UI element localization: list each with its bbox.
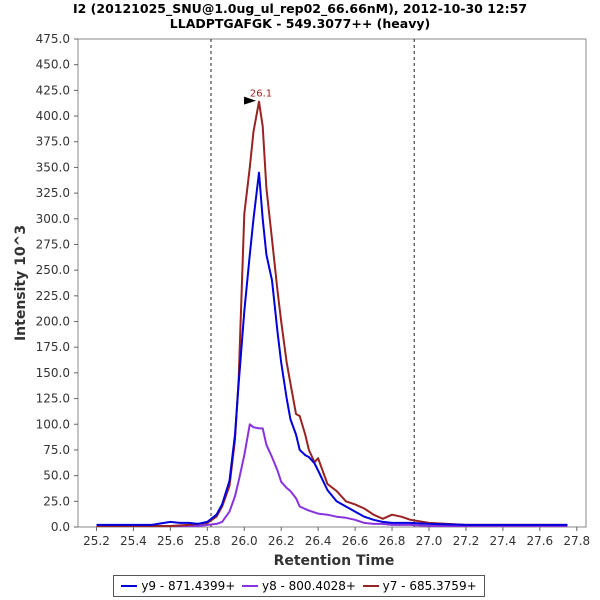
y-tick-label: 250.0 — [36, 263, 70, 277]
x-tick-label: 25.2 — [83, 534, 110, 548]
plot-area: 0.0 25.0 50.0 75.0 100.0 125.0 150.0 175.0 200.0… — [36, 32, 590, 548]
y-tick-label: 325.0 — [36, 186, 70, 200]
legend-item-0[interactable]: y9 - 871.4399+ — [121, 579, 235, 593]
series-line-y7 — [96, 100, 568, 527]
y-tick-label: 425.0 — [36, 83, 70, 97]
x-tick-label: 27.2 — [453, 534, 480, 548]
y-tick-label: 400.0 — [36, 109, 70, 123]
y-tick-label: 125.0 — [36, 392, 70, 406]
legend-label-2: y7 - 685.3759+ — [382, 579, 477, 593]
chart-subtitle: LLADPTGAFGK - 549.3077++ (heavy) — [169, 16, 431, 31]
x-tick-label: 26.0 — [231, 534, 258, 548]
y-tick-label: 475.0 — [36, 32, 70, 46]
y-tick-label: 50.0 — [43, 469, 70, 483]
x-tick-label: 27.8 — [563, 534, 590, 548]
y-tick-label: 25.0 — [43, 494, 70, 508]
y-tick-label: 200.0 — [36, 315, 70, 329]
legend-swatch-0 — [121, 585, 138, 587]
chart-title-block: I2 (20121025_SNU@1.0ug_ul_rep02_66.66nM)… — [0, 1, 600, 31]
x-tick-label: 26.4 — [305, 534, 332, 548]
x-tick-label: 25.4 — [120, 534, 147, 548]
chart-title: I2 (20121025_SNU@1.0ug_ul_rep02_66.66nM)… — [72, 1, 528, 16]
legend-item-2[interactable]: y7 - 685.3759+ — [362, 579, 477, 593]
y-tick-label: 225.0 — [36, 289, 70, 303]
x-tick-label: 25.6 — [157, 534, 184, 548]
x-tick-label: 26.2 — [268, 534, 295, 548]
x-tick-label: 27.6 — [526, 534, 553, 548]
legend-swatch-1 — [241, 585, 258, 587]
peak-arrow — [244, 96, 257, 105]
y-tick-label: 0.0 — [51, 520, 70, 534]
y-tick-label: 150.0 — [36, 366, 70, 380]
y-axis-label: Intensity 10^3 — [13, 225, 29, 341]
legend-label-0: y9 - 871.4399+ — [141, 579, 236, 593]
y-tick-label: 75.0 — [43, 443, 70, 457]
x-axis-label: Retention Time — [274, 553, 395, 569]
legend-item-1[interactable]: y8 - 800.4028+ — [241, 579, 356, 593]
legend-swatch-2 — [362, 585, 379, 587]
y-tick-label: 350.0 — [36, 160, 70, 174]
y-tick-label: 275.0 — [36, 237, 70, 251]
chart-legend: y9 - 871.4399+ y8 - 800.4028+ y7 - 685.3… — [113, 575, 485, 597]
x-tick-label: 26.8 — [379, 534, 406, 548]
plot-frame — [77, 38, 587, 528]
y-tick-label: 100.0 — [36, 417, 70, 431]
legend-label-1: y8 - 800.4028+ — [261, 579, 356, 593]
y-tick-label: 450.0 — [36, 58, 70, 72]
x-tick-label: 27.0 — [416, 534, 443, 548]
series-line-y8 — [96, 423, 568, 527]
x-tick-label: 25.8 — [194, 534, 221, 548]
y-tick-label: 175.0 — [36, 340, 70, 354]
y-tick-label: 300.0 — [36, 212, 70, 226]
y-tick-label: 375.0 — [36, 135, 70, 149]
peak-label: 26.1 — [250, 89, 272, 100]
series-line-y9 — [96, 171, 568, 526]
x-tick-label: 26.6 — [342, 534, 369, 548]
x-tick-label: 27.4 — [490, 534, 517, 548]
